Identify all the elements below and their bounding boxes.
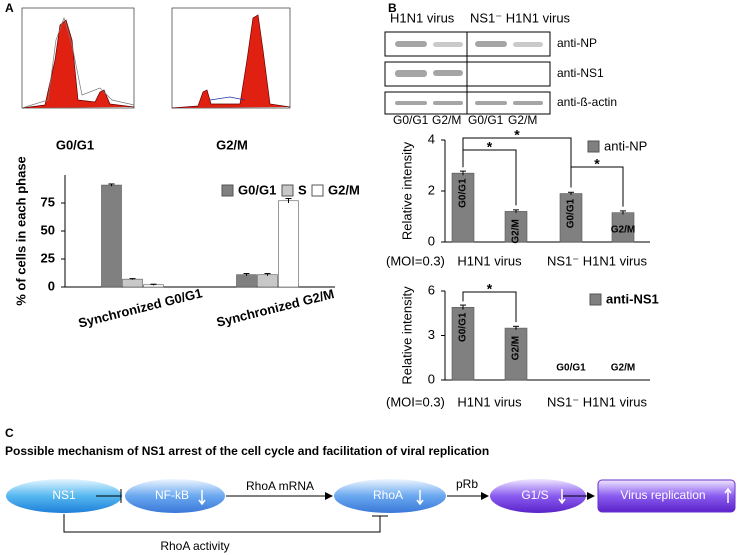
legend-swatch — [221, 184, 234, 197]
legend-swatch — [587, 140, 600, 153]
significance-label: * — [514, 127, 520, 143]
blot-row: anti-NP — [557, 36, 597, 50]
bar — [278, 200, 299, 288]
histogram-label: G0/G1 — [56, 137, 94, 152]
y-tick-label: 6 — [428, 282, 435, 297]
panel-label: A — [5, 1, 14, 15]
significance-bracket — [462, 291, 517, 323]
blot-lane: G2/M — [508, 113, 537, 127]
diagram-node: RhoA — [373, 488, 403, 502]
y-tick-label: 4 — [428, 131, 435, 146]
legend-label: S — [298, 182, 307, 197]
significance-label: * — [487, 139, 493, 155]
bar-label: G2/M — [511, 219, 522, 243]
blot-row: anti-NS1 — [557, 66, 604, 80]
y-axis-label: % of cells in each phase — [13, 156, 28, 306]
legend-label: G0/G1 — [238, 182, 276, 197]
diagram — [6, 479, 736, 533]
group-label: H1N1 virus — [457, 394, 522, 409]
y-tick-label: 0 — [428, 371, 435, 386]
y-tick-label: 25 — [41, 250, 55, 265]
bar-label: G2/M — [611, 225, 635, 236]
legend-label: anti-NP — [604, 138, 647, 153]
significance-bracket — [462, 137, 572, 188]
edge-label: pRb — [456, 477, 478, 491]
y-tick-label: 50 — [41, 222, 55, 237]
legend-label: G2/M — [328, 182, 360, 197]
group-label: H1N1 virus — [457, 253, 522, 268]
diagram-node: G1/S — [521, 488, 548, 502]
bar-label: G0/G1 — [566, 198, 577, 228]
significance-label: * — [487, 281, 493, 297]
y-tick-label: 0 — [428, 233, 435, 248]
blot-lane: G0/G1 — [468, 113, 504, 127]
y-tick-label: 75 — [41, 194, 55, 209]
diagram-node: NS1 — [52, 488, 76, 502]
legend-swatch — [311, 184, 324, 197]
y-axis-label: Relative intensity — [399, 286, 414, 385]
blot — [384, 31, 551, 115]
edge-label: RhoA activity — [160, 539, 229, 553]
blot-column: NS1⁻ H1N1 virus — [470, 10, 571, 25]
blot-row: anti-ß-actin — [557, 95, 617, 109]
blot-lane: G0/G1 — [393, 113, 429, 127]
group-label: NS1⁻ H1N1 virus — [547, 253, 648, 268]
x-tick-label: Synchronized G2/M — [215, 286, 336, 330]
y-tick-label: 3 — [428, 327, 435, 342]
diagram-node: NF-kB — [155, 488, 189, 502]
bar — [257, 274, 278, 288]
diagram-node: Virus replication — [620, 488, 705, 502]
x-tick-label: Synchronized G0/G1 — [77, 285, 204, 330]
legend-swatch — [281, 184, 294, 197]
flow-histogram — [21, 7, 291, 109]
x-note: (MOI=0.3) — [386, 394, 445, 409]
bar — [236, 274, 257, 288]
bar-label: G0/G1 — [556, 363, 586, 374]
blot-column: H1N1 virus — [390, 10, 455, 25]
blot-lane: G2/M — [432, 113, 461, 127]
y-axis-label: Relative intensity — [399, 141, 414, 240]
bar-label: G2/M — [511, 336, 522, 360]
panel-label: B — [388, 1, 397, 15]
histogram-label: G2/M — [216, 137, 248, 152]
bar-label: G0/G1 — [458, 178, 469, 208]
legend-label: anti-NS1 — [606, 291, 659, 306]
bar — [101, 184, 122, 288]
bar-label: G0/G1 — [458, 312, 469, 342]
group-label: NS1⁻ H1N1 virus — [547, 394, 648, 409]
diagram-title: Possible mechanism of NS1 arrest of the … — [5, 444, 489, 458]
panel-label: C — [5, 426, 14, 440]
y-tick-label: 2 — [428, 182, 435, 197]
y-tick-label: 0 — [48, 278, 55, 293]
bar-label: G2/M — [611, 363, 635, 374]
bar — [122, 278, 143, 288]
x-note: (MOI=0.3) — [386, 253, 445, 268]
significance-bracket — [570, 166, 624, 207]
significance-label: * — [594, 156, 600, 172]
edge-label: RhoA mRNA — [246, 479, 314, 493]
legend-swatch — [589, 293, 602, 306]
